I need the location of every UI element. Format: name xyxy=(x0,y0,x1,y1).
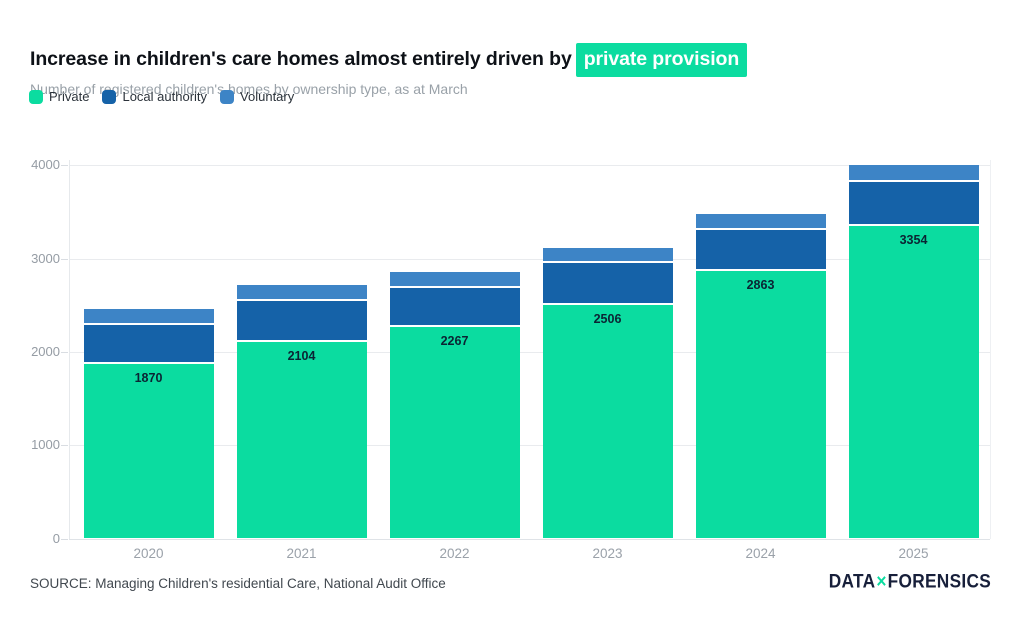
bar-segment-2022-local-authority xyxy=(389,288,520,327)
source-note: SOURCE: Managing Children's residential … xyxy=(30,576,446,591)
legend-swatch-icon xyxy=(29,89,43,104)
legend-item-private: Private xyxy=(29,89,89,104)
bar-segment-2022-private xyxy=(389,326,520,539)
legend-swatch-icon xyxy=(102,89,117,104)
bar-value-label-2025: 3354 xyxy=(899,232,928,247)
y-axis-label: 1000 xyxy=(31,437,60,453)
y-axis-tick xyxy=(61,445,68,447)
bar-segment-2020-private xyxy=(83,364,214,539)
y-axis-tick xyxy=(61,165,68,167)
bar-segment-2024-local-authority xyxy=(695,230,826,272)
y-axis-label: 4000 xyxy=(31,157,60,173)
x-axis-label-2025: 2025 xyxy=(898,546,929,561)
legend-label: Local authority xyxy=(122,89,208,104)
gridline-2000 xyxy=(69,351,990,353)
y-axis-label: 3000 xyxy=(31,250,60,266)
chart-legend: Private Local authority Voluntary xyxy=(29,89,294,104)
bar-segment-2021-private xyxy=(236,342,367,539)
plot-right-border xyxy=(989,160,991,539)
legend-label: Voluntary xyxy=(240,89,295,104)
gridline-0 xyxy=(69,538,990,540)
logo-data-text: DATA xyxy=(828,570,876,592)
bar-segment-2025-voluntary xyxy=(848,164,979,182)
y-axis-label: 2000 xyxy=(31,343,60,359)
brand-logo: DATA×FORENSICS xyxy=(829,570,991,593)
bar-segment-2025-private xyxy=(848,225,979,539)
bar-segment-2023-private xyxy=(542,304,673,539)
bar-segment-2023-local-authority xyxy=(542,263,673,305)
y-axis-tick xyxy=(61,258,68,260)
bar-segment-2020-voluntary xyxy=(83,309,214,326)
gridline-1000 xyxy=(69,445,990,447)
bar-segment-2022-voluntary xyxy=(389,272,520,289)
x-axis-label-2023: 2023 xyxy=(592,546,623,561)
title-highlight: private provision xyxy=(575,43,748,78)
y-axis-tick xyxy=(61,538,68,540)
bar-segment-2025-local-authority xyxy=(848,181,979,226)
gridline-3000 xyxy=(69,258,990,260)
bar-value-label-2023: 2506 xyxy=(593,311,622,326)
legend-item-voluntary: Voluntary xyxy=(220,89,294,104)
page-title: Increase in children's care homes almost… xyxy=(30,43,1000,78)
bar-segment-2021-local-authority xyxy=(236,301,367,343)
logo-x-mark-icon: × xyxy=(876,570,887,592)
bar-segment-2024-voluntary xyxy=(695,213,826,231)
bar-segment-2023-voluntary xyxy=(542,248,673,264)
x-axis-label-2020: 2020 xyxy=(133,546,164,561)
bar-segment-2021-voluntary xyxy=(236,285,367,302)
logo-forensics-text: FORENSICS xyxy=(887,570,991,592)
gridline-4000 xyxy=(69,165,990,167)
legend-item-local-authority: Local authority xyxy=(102,89,207,104)
chart-subtitle: Number of registered children's homes by… xyxy=(30,81,468,97)
bar-segment-2024-private xyxy=(695,271,826,539)
x-axis-label-2021: 2021 xyxy=(286,546,317,561)
bar-value-label-2024: 2863 xyxy=(746,278,775,293)
bar-segment-2020-local-authority xyxy=(83,325,214,365)
y-axis-line xyxy=(68,160,70,539)
y-axis-label: 0 xyxy=(52,530,60,546)
bar-value-label-2020: 1870 xyxy=(134,371,163,386)
x-axis-label-2024: 2024 xyxy=(745,546,776,561)
bar-value-label-2022: 2267 xyxy=(440,333,469,348)
y-axis-tick xyxy=(61,351,68,353)
title-text: Increase in children's care homes almost… xyxy=(30,48,572,71)
x-axis-label-2022: 2022 xyxy=(439,546,470,561)
bar-value-label-2021: 2104 xyxy=(287,349,316,364)
legend-swatch-icon xyxy=(220,89,235,104)
legend-label: Private xyxy=(49,89,90,104)
